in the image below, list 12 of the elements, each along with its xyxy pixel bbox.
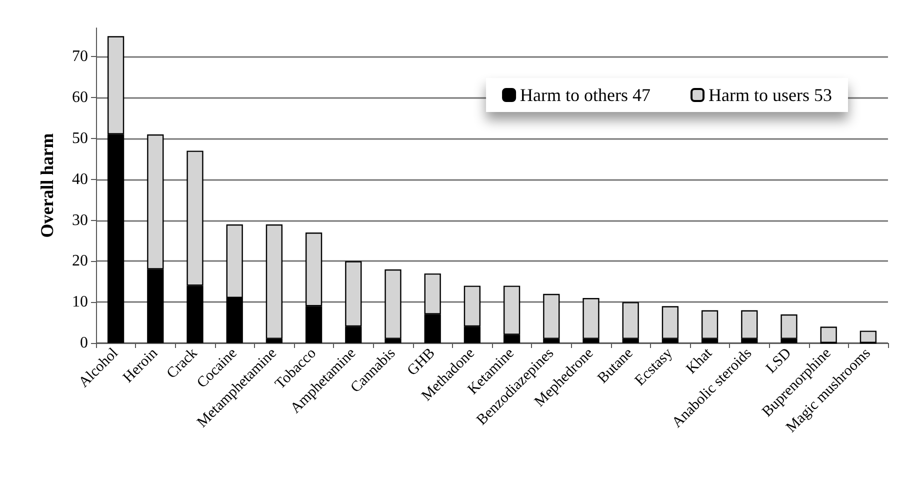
y-tick-label: 60 xyxy=(72,89,88,106)
legend-label: Harm to users 53 xyxy=(708,85,832,105)
y-tick-label: 70 xyxy=(72,48,88,66)
y-tick-label: 40 xyxy=(72,170,88,188)
y-tick-label: 20 xyxy=(72,252,88,270)
x-tick-label: Khat xyxy=(684,344,716,378)
y-tick-label: 10 xyxy=(72,294,88,311)
y-tick-label: 50 xyxy=(72,130,88,147)
legend-label: Harm to others 47 xyxy=(520,85,651,105)
y-tick-label: 0 xyxy=(80,334,88,352)
y-axis-title: Overall harm xyxy=(37,133,57,238)
y-tick-label: 30 xyxy=(72,212,88,229)
